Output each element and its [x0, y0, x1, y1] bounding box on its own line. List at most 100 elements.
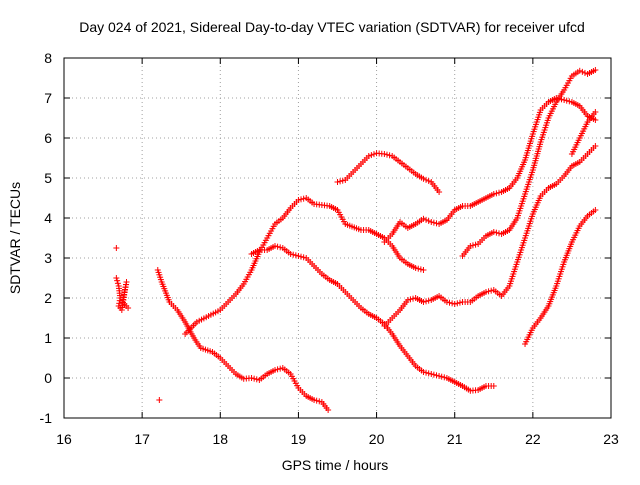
- data-point: [114, 277, 121, 284]
- data-point: [430, 371, 437, 378]
- data-point: [287, 251, 294, 257]
- data-point: [325, 407, 332, 413]
- data-point: [300, 195, 307, 202]
- y-axis-label: SDTVAR / TECUs: [7, 182, 23, 294]
- data-point: [339, 177, 346, 184]
- series-arc-i: [381, 143, 599, 329]
- data-point: [125, 305, 132, 311]
- data-point: [488, 287, 495, 294]
- data-point: [415, 265, 422, 272]
- chart-title: Day 024 of 2021, Sidereal Day-to-day VTE…: [79, 19, 585, 35]
- data-point: [454, 300, 461, 307]
- series-arc-a: [113, 245, 120, 251]
- data-point: [295, 197, 302, 203]
- data-point: [495, 189, 502, 196]
- data-point: [456, 299, 463, 306]
- data-point: [156, 397, 163, 403]
- data-point: [274, 366, 281, 373]
- y-tick-label: 7: [44, 90, 52, 106]
- data-point: [311, 397, 318, 403]
- data-point: [365, 153, 372, 159]
- data-point: [404, 297, 411, 303]
- grid-layer: [64, 58, 611, 418]
- data-point: [298, 253, 305, 260]
- data-point: [449, 300, 456, 307]
- y-tick-label: 4: [44, 210, 52, 226]
- data-point: [251, 375, 258, 382]
- data-point: [253, 376, 260, 383]
- data-point: [277, 365, 284, 372]
- y-tick-label: 5: [44, 170, 52, 186]
- data-point: [423, 369, 430, 376]
- x-axis-label: GPS time / hours: [282, 457, 389, 473]
- series-arc-k: [568, 109, 599, 157]
- y-tick-label: 3: [44, 250, 52, 266]
- x-tick-label: 16: [56, 431, 72, 447]
- data-point: [292, 252, 299, 259]
- data-point: [561, 97, 568, 103]
- data-point: [383, 151, 390, 158]
- data-point: [451, 301, 458, 307]
- series-arc-j: [459, 67, 599, 259]
- data-point: [116, 300, 123, 307]
- series-arc-b: [113, 275, 132, 313]
- data-point: [592, 207, 599, 213]
- data-point: [420, 215, 427, 222]
- data-point: [274, 243, 281, 250]
- data-point: [116, 297, 123, 304]
- data-point: [490, 191, 497, 197]
- data-point: [467, 243, 474, 249]
- data-point: [407, 296, 414, 303]
- series-arc-g: [334, 150, 443, 195]
- data-point: [428, 219, 435, 225]
- series-arc-e: [182, 195, 427, 337]
- data-point: [446, 299, 453, 306]
- data-point: [563, 97, 570, 104]
- series-arc-d: [156, 397, 163, 403]
- data-point: [438, 373, 445, 380]
- x-tick-label: 18: [212, 431, 228, 447]
- data-point: [334, 179, 341, 185]
- data-point: [420, 267, 427, 273]
- data-point: [425, 177, 432, 184]
- data-point: [425, 217, 432, 224]
- data-point: [420, 369, 427, 375]
- data-point: [490, 383, 497, 389]
- data-point: [370, 151, 377, 158]
- data-point: [271, 367, 278, 373]
- data-point: [433, 372, 440, 379]
- data-point: [271, 243, 278, 249]
- data-point: [248, 375, 255, 381]
- data-point: [300, 254, 307, 261]
- data-point: [576, 67, 583, 74]
- x-tick-label: 19: [291, 431, 307, 447]
- x-tick-label: 20: [369, 431, 385, 447]
- y-tick-label: 0: [44, 370, 52, 386]
- data-point: [441, 374, 448, 381]
- data-layer: [113, 67, 599, 413]
- data-point: [316, 398, 323, 405]
- data-point: [423, 298, 430, 305]
- data-point: [113, 275, 120, 281]
- data-point: [485, 288, 492, 295]
- data-point: [420, 299, 427, 305]
- data-point: [490, 229, 497, 235]
- data-point: [423, 176, 430, 183]
- data-point: [113, 245, 120, 251]
- y-tick-label: 1: [44, 330, 52, 346]
- data-point: [428, 371, 435, 377]
- data-point: [298, 196, 305, 203]
- data-point: [436, 373, 443, 379]
- data-point: [277, 244, 284, 251]
- data-point: [472, 241, 479, 248]
- y-tick-label: 8: [44, 50, 52, 66]
- data-point: [592, 143, 599, 149]
- data-point: [420, 175, 427, 182]
- data-point: [114, 280, 121, 287]
- data-point: [493, 190, 500, 197]
- data-point: [430, 219, 437, 226]
- data-point: [423, 216, 430, 223]
